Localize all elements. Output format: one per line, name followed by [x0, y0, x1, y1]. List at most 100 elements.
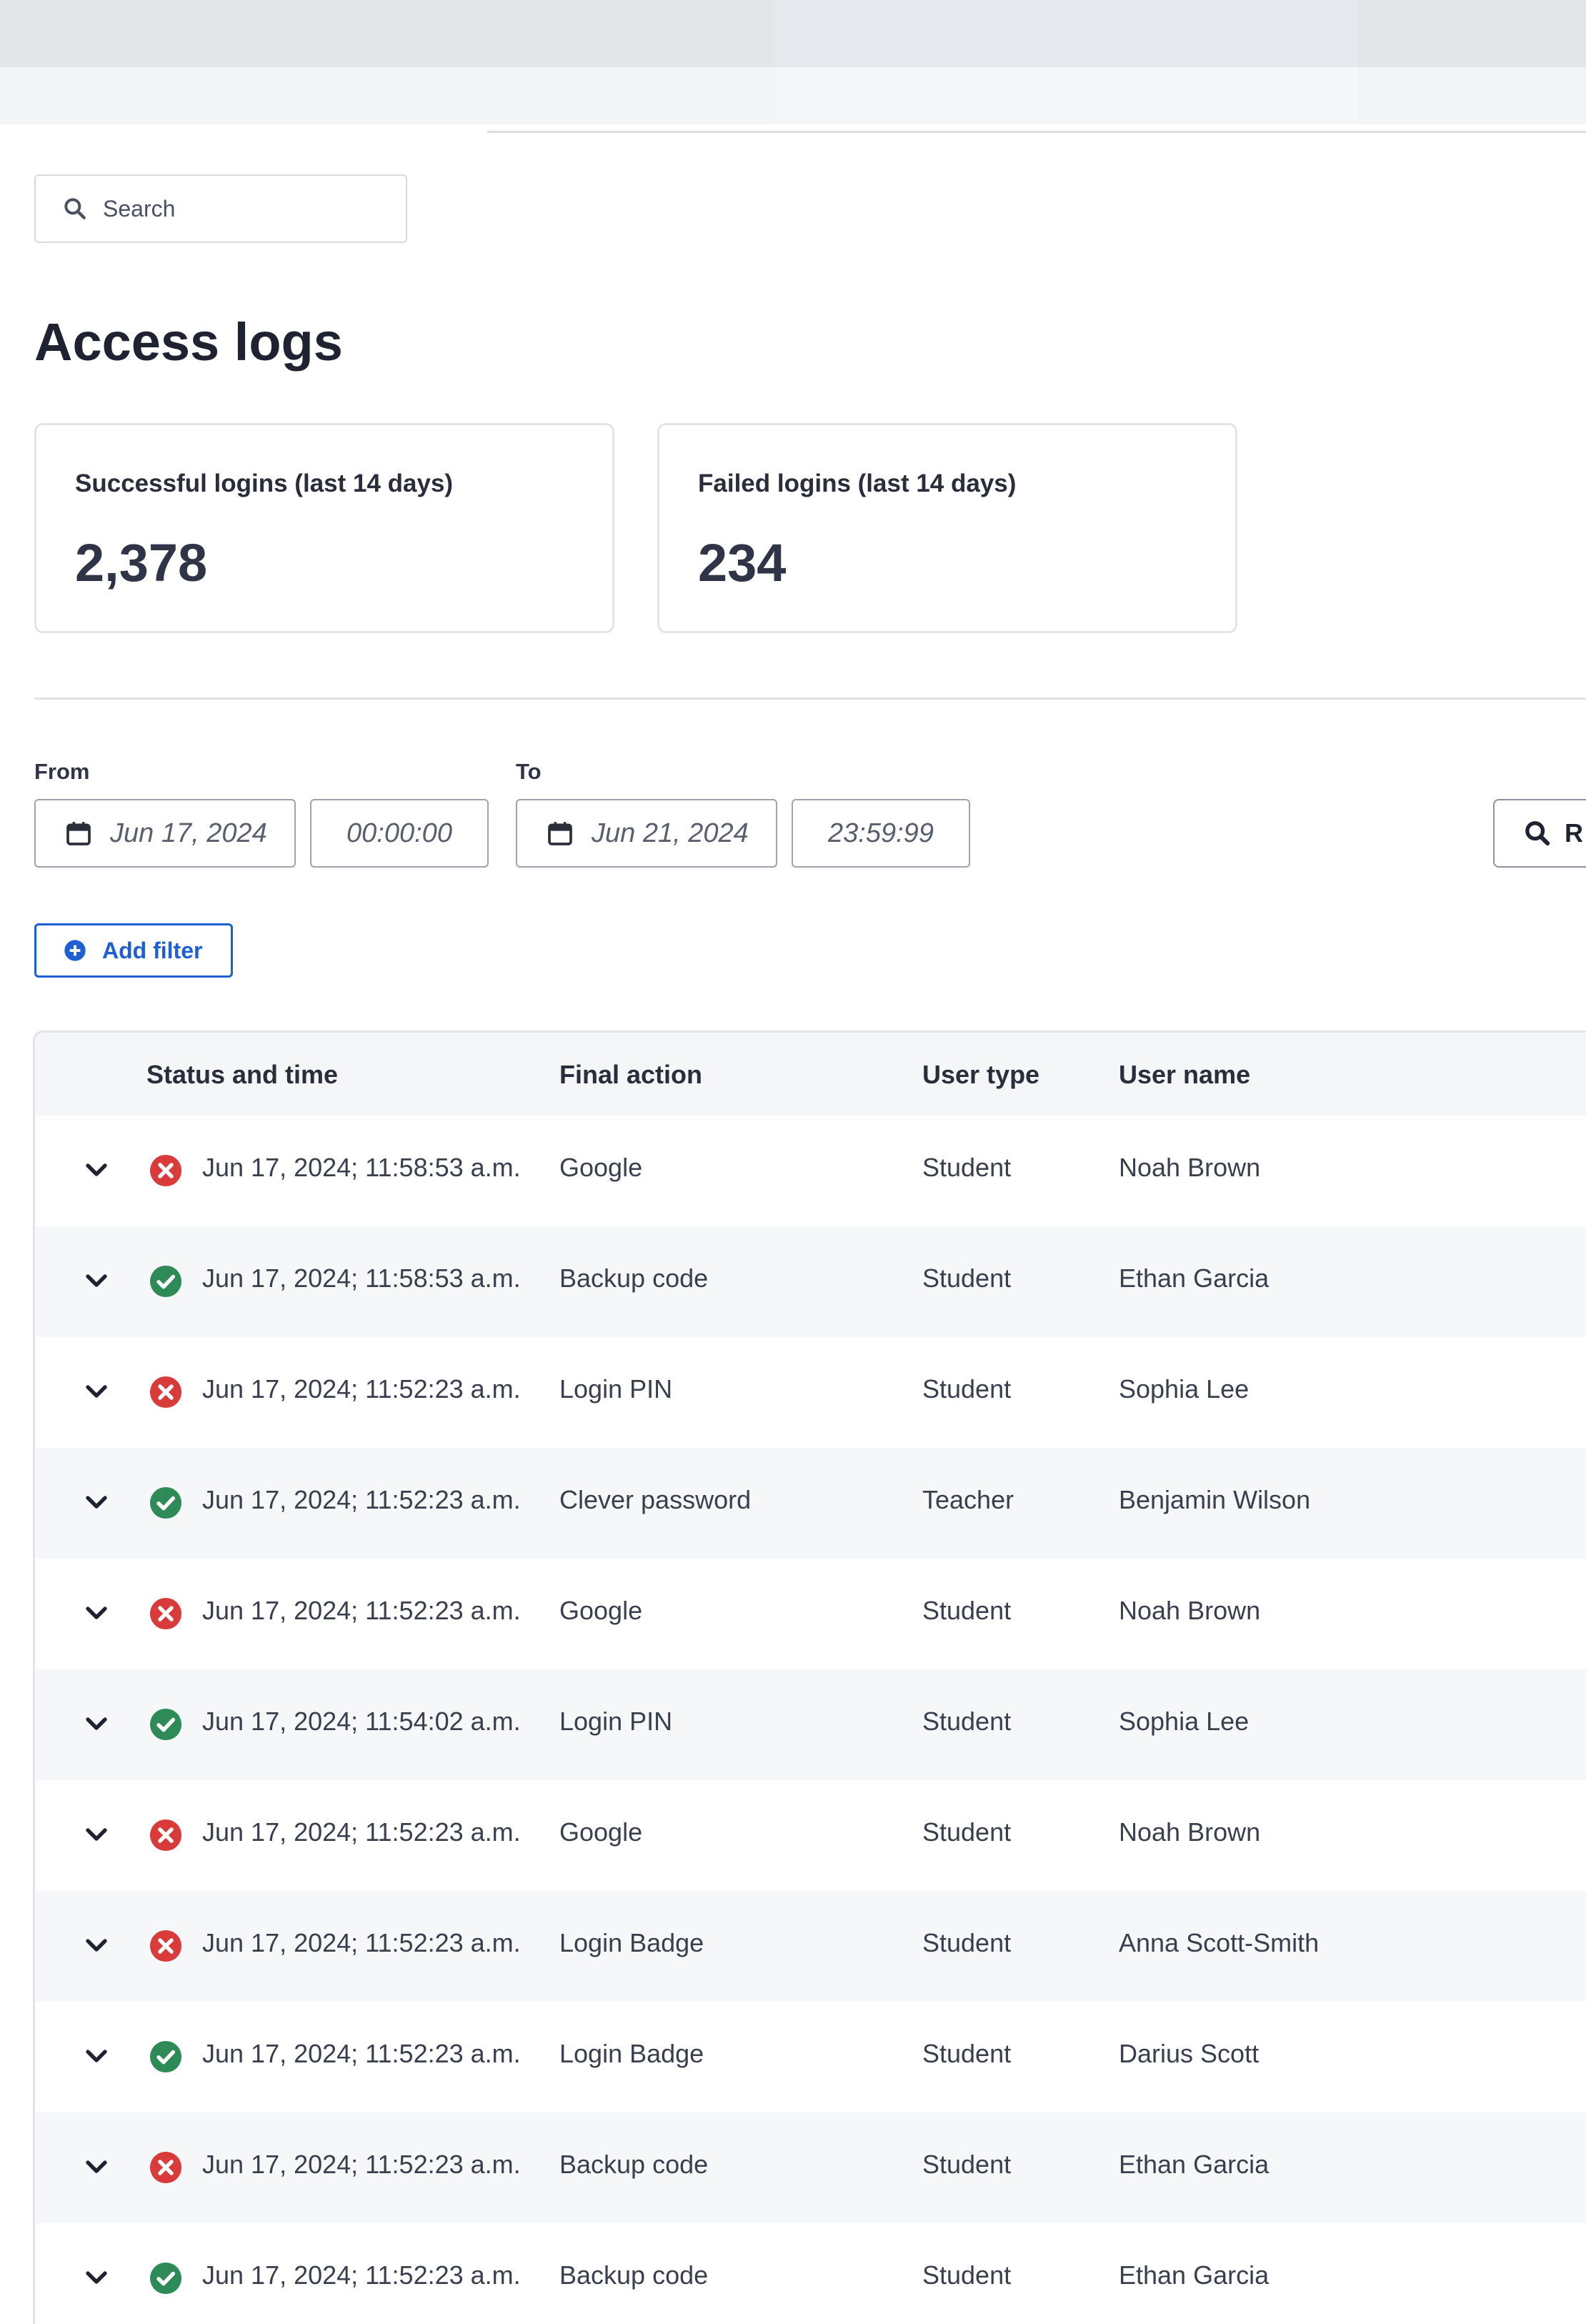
run-search-label: R	[1565, 818, 1583, 848]
chevron-down-icon[interactable]	[84, 1157, 109, 1183]
table-row[interactable]: Jun 17, 2024; 11:52:23 a.m. Login PIN Stud…	[35, 1337, 1586, 1448]
success-check-icon	[149, 1486, 182, 1519]
success-check-icon	[149, 1708, 182, 1741]
table-row[interactable]: Jun 17, 2024; 11:52:23 a.m. Login Badge St…	[35, 2002, 1586, 2112]
error-icon	[149, 1376, 182, 1409]
row-final-action: Login PIN	[559, 1707, 673, 1736]
add-filter-button[interactable]: Add filter	[34, 923, 233, 978]
row-user-type: Student	[922, 1374, 1012, 1404]
calendar-icon	[66, 822, 91, 845]
to-date-value: Jun 21, 2024	[592, 818, 749, 848]
chevron-down-icon[interactable]	[84, 1711, 109, 1737]
row-final-action: Backup code	[559, 1263, 709, 1293]
search-box[interactable]	[34, 174, 407, 243]
access-log-table: Status and time Final action User type U…	[33, 1031, 1586, 2324]
row-time: Jun 17, 2024; 11:52:23 a.m.	[202, 2260, 521, 2290]
row-final-action: Backup code	[559, 2260, 709, 2290]
chevron-down-icon[interactable]	[84, 2154, 109, 2180]
table-row[interactable]: Jun 17, 2024; 11:52:23 a.m. Clever passwo…	[35, 1448, 1586, 1559]
row-time: Jun 17, 2024; 11:52:23 a.m.	[202, 1596, 521, 1625]
column-final-action[interactable]: Final action	[559, 1060, 703, 1089]
row-time: Jun 17, 2024; 11:58:53 a.m.	[202, 1153, 521, 1182]
chevron-down-icon[interactable]	[84, 1822, 109, 1847]
table-row[interactable]: Jun 17, 2024; 11:54:02 a.m. Login PIN Stud…	[35, 1669, 1586, 1780]
to-time-input[interactable]: 23:59:99	[792, 799, 970, 868]
section-divider	[34, 697, 1586, 700]
row-final-action: Google	[559, 1817, 643, 1847]
table-header: Status and time Final action User type U…	[35, 1033, 1586, 1116]
header-divider	[487, 131, 1586, 133]
row-user-type: Student	[922, 2260, 1012, 2290]
column-user-name[interactable]: User name	[1119, 1060, 1251, 1089]
chevron-down-icon[interactable]	[84, 1489, 109, 1515]
row-user-type: Student	[922, 2150, 1012, 2179]
chevron-down-icon[interactable]	[84, 1600, 109, 1626]
table-row[interactable]: Jun 17, 2024; 11:52:23 a.m. Google Student…	[35, 1780, 1586, 1891]
from-date-picker[interactable]: Jun 17, 2024	[34, 799, 296, 868]
error-icon	[149, 1930, 182, 1962]
to-time-value: 23:59:99	[828, 818, 934, 848]
row-user-type: Student	[922, 2039, 1012, 2068]
stat-label: Failed logins (last 14 days)	[698, 470, 1017, 497]
error-icon	[149, 2151, 182, 2184]
search-icon	[1525, 821, 1550, 846]
success-check-icon	[149, 1265, 182, 1298]
plus-circle-icon	[64, 940, 86, 961]
row-user-type: Student	[922, 1707, 1012, 1736]
row-time: Jun 17, 2024; 11:52:23 a.m.	[202, 1928, 521, 1957]
row-user-name: Ethan Garcia	[1119, 2260, 1270, 2290]
stat-value: 234	[698, 533, 787, 592]
stat-label: Successful logins (last 14 days)	[75, 470, 454, 497]
navigation-bar	[0, 67, 1586, 124]
row-user-name: Ethan Garcia	[1119, 1263, 1270, 1293]
table-row[interactable]: Jun 17, 2024; 11:52:23 a.m. Google Student…	[35, 1559, 1586, 1669]
column-user-type[interactable]: User type	[922, 1060, 1040, 1089]
error-icon	[149, 1597, 182, 1630]
table-row[interactable]: Jun 17, 2024; 11:58:53 a.m. Backup code St…	[35, 1226, 1586, 1337]
chevron-down-icon[interactable]	[84, 2265, 109, 2290]
row-user-name: Noah Brown	[1119, 1596, 1261, 1625]
table-row[interactable]: Jun 17, 2024; 11:58:53 a.m. Google Student…	[35, 1116, 1586, 1226]
failed-logins-card: Failed logins (last 14 days) 234	[657, 423, 1237, 633]
to-label: To	[516, 759, 542, 784]
row-final-action: Login Badge	[559, 2039, 704, 2068]
navigation-bar-segment	[775, 67, 1357, 124]
column-status-time[interactable]: Status and time	[146, 1060, 339, 1089]
table-row[interactable]: Jun 17, 2024; 11:52:23 a.m. Login Badge St…	[35, 1891, 1586, 2002]
to-date-picker[interactable]: Jun 21, 2024	[516, 799, 777, 868]
table-row[interactable]: Jun 17, 2024; 11:52:23 a.m. Backup code St…	[35, 2112, 1586, 2223]
row-time: Jun 17, 2024; 11:58:53 a.m.	[202, 1263, 521, 1293]
row-user-name: Darius Scott	[1119, 2039, 1260, 2068]
row-user-name: Benjamin Wilson	[1119, 1485, 1311, 1514]
row-user-type: Student	[922, 1928, 1012, 1957]
add-filter-label: Add filter	[102, 937, 203, 963]
table-row[interactable]: Jun 17, 2024; 11:52:23 a.m. Backup code St…	[35, 2223, 1586, 2324]
chevron-down-icon[interactable]	[84, 1932, 109, 1958]
row-final-action: Backup code	[559, 2150, 709, 2179]
row-user-name: Anna Scott-Smith	[1119, 1928, 1320, 1957]
stat-value: 2,378	[75, 533, 208, 592]
from-label: From	[34, 759, 90, 784]
run-search-button[interactable]: R	[1493, 799, 1586, 868]
row-user-name: Sophia Lee	[1119, 1707, 1250, 1736]
from-time-input[interactable]: 00:00:00	[310, 799, 489, 868]
chevron-down-icon[interactable]	[84, 2043, 109, 2069]
row-final-action: Login PIN	[559, 1374, 673, 1404]
row-time: Jun 17, 2024; 11:52:23 a.m.	[202, 1374, 521, 1404]
row-time: Jun 17, 2024; 11:54:02 a.m.	[202, 1707, 521, 1736]
row-final-action: Login Badge	[559, 1928, 704, 1957]
row-user-type: Student	[922, 1596, 1012, 1625]
chevron-down-icon[interactable]	[84, 1268, 109, 1293]
search-icon	[64, 198, 86, 219]
row-user-type: Student	[922, 1263, 1012, 1293]
row-time: Jun 17, 2024; 11:52:23 a.m.	[202, 1817, 521, 1847]
chevron-down-icon[interactable]	[84, 1379, 109, 1404]
row-final-action: Google	[559, 1153, 643, 1182]
top-bar-segment	[775, 0, 1357, 67]
success-check-icon	[149, 2040, 182, 2073]
from-time-value: 00:00:00	[346, 818, 452, 848]
row-user-type: Student	[922, 1153, 1012, 1182]
search-input[interactable]	[103, 195, 374, 222]
error-icon	[149, 1154, 182, 1187]
row-time: Jun 17, 2024; 11:52:23 a.m.	[202, 2039, 521, 2068]
